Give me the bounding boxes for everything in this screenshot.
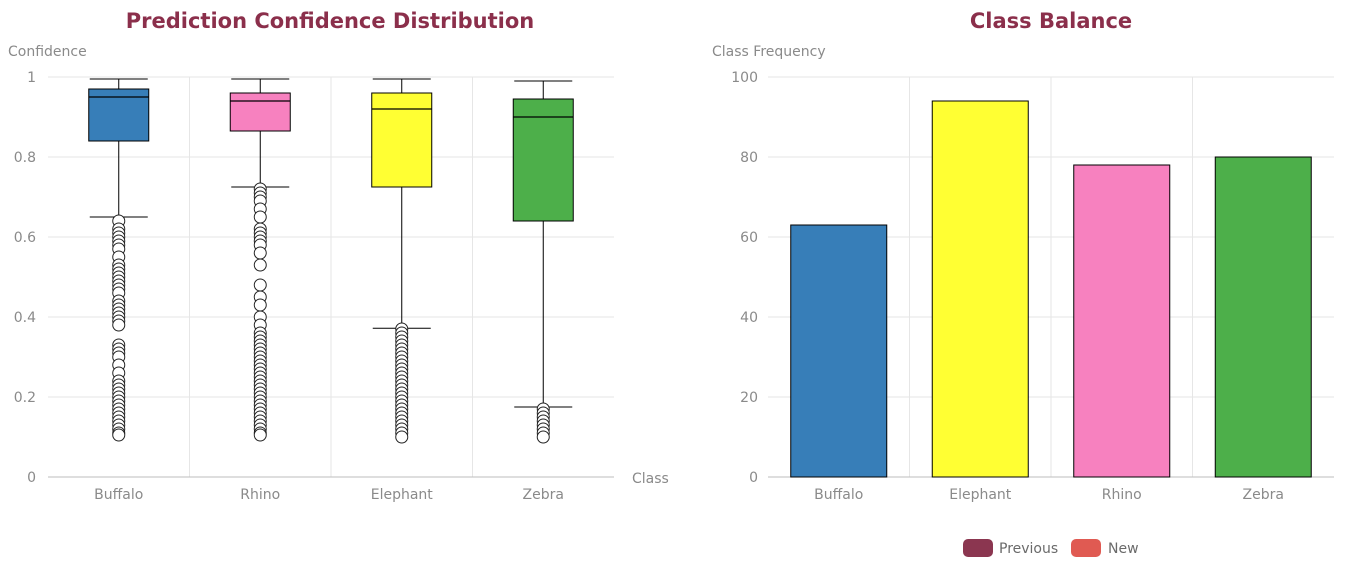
legend-label-previous: Previous <box>999 541 1058 557</box>
box-plot-y-axis-title: Confidence <box>8 44 87 60</box>
bar-chart-y-ticks: 0 20 40 60 80 100 <box>731 70 758 486</box>
box-x-tick-label: Elephant <box>371 487 434 503</box>
box-plot-y-ticks: 0 0.2 0.4 0.6 0.8 1 <box>14 70 36 486</box>
legend-label-new: New <box>1108 541 1139 557</box>
bar-y-tick-label: 20 <box>740 390 758 406</box>
legend-swatch-new <box>1071 539 1101 557</box>
box-rhino <box>229 78 291 442</box>
bar-y-tick-label: 0 <box>749 470 758 486</box>
outlier-point <box>536 430 550 444</box>
box-zebra <box>512 80 574 444</box>
box-y-tick-label: 1 <box>27 70 36 86</box>
bar-y-tick-label: 80 <box>740 150 758 166</box>
box-plot-title: Prediction Confidence Distribution <box>126 9 535 33</box>
outlier-point <box>253 210 267 224</box>
box-y-tick-label: 0.6 <box>14 230 36 246</box>
box-x-tick-label: Buffalo <box>94 487 143 503</box>
box-buffalo <box>88 78 150 442</box>
legend-swatch-previous <box>963 539 993 557</box>
box-plot-x-ticks: Buffalo Rhino Elephant Zebra <box>94 487 564 503</box>
bar-chart-x-ticks: Buffalo Elephant Rhino Zebra <box>814 487 1284 503</box>
bar-zebra <box>1214 156 1312 478</box>
outlier-point <box>112 318 126 332</box>
bar-y-tick-label: 60 <box>740 230 758 246</box>
bar-chart-panel: Class Balance Class Frequency 0 20 40 60 80 1… <box>712 9 1334 557</box>
box-plot-panel: Prediction Confidence Distribution Confi… <box>8 9 669 503</box>
legend-item-new[interactable]: New <box>1071 539 1139 557</box>
bar-rhino <box>1073 164 1171 478</box>
box-plot-marks <box>88 78 574 444</box>
bar-chart-marks <box>790 100 1312 478</box>
iqr-box <box>229 92 291 132</box>
bar-x-tick-label: Rhino <box>1102 487 1142 503</box>
bar-elephant <box>931 100 1029 478</box>
iqr-box <box>512 98 574 222</box>
bar-buffalo <box>790 224 888 478</box>
bar-chart-title: Class Balance <box>970 9 1132 33</box>
bar-x-tick-label: Buffalo <box>814 487 863 503</box>
iqr-box <box>371 92 433 188</box>
outlier-point <box>253 246 267 260</box>
outlier-point <box>253 298 267 312</box>
box-x-tick-label: Rhino <box>240 487 280 503</box>
box-y-tick-label: 0 <box>27 470 36 486</box>
outlier-point <box>395 430 409 444</box>
bar-x-tick-label: Elephant <box>949 487 1012 503</box>
bar-chart-y-axis-title: Class Frequency <box>712 44 826 60</box>
iqr-box <box>88 88 150 142</box>
bar-y-tick-label: 100 <box>731 70 758 86</box>
box-x-tick-label: Zebra <box>523 487 564 503</box>
box-y-tick-label: 0.8 <box>14 150 36 166</box>
outlier-point <box>253 258 267 272</box>
box-y-tick-label: 0.4 <box>14 310 36 326</box>
box-plot-grid <box>48 76 614 478</box>
outlier-point <box>253 428 267 442</box>
bar-y-tick-label: 40 <box>740 310 758 326</box>
legend-item-previous[interactable]: Previous <box>963 539 1058 557</box>
box-y-tick-label: 0.2 <box>14 390 36 406</box>
legend: Previous New <box>963 539 1139 557</box>
box-plot-x-axis-title: Class <box>632 471 669 487</box>
outlier-point <box>112 428 126 442</box>
outlier-point <box>253 278 267 292</box>
box-elephant <box>371 78 433 444</box>
bar-x-tick-label: Zebra <box>1243 487 1284 503</box>
